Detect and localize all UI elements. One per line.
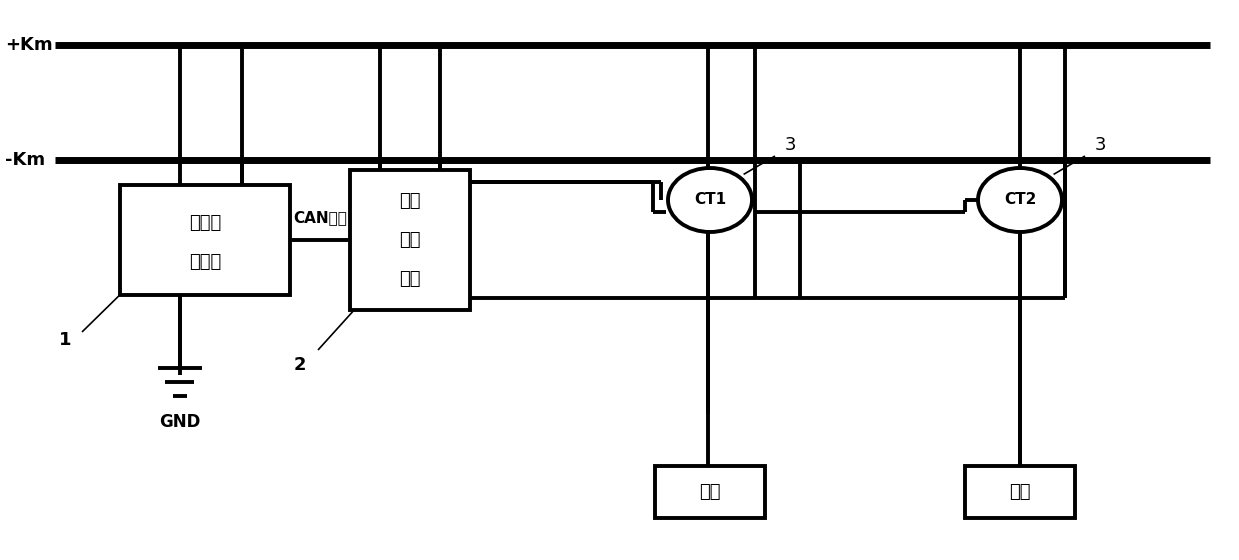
Text: 负载: 负载 bbox=[1010, 483, 1031, 501]
Text: CT1: CT1 bbox=[694, 193, 726, 208]
Text: 测设备: 测设备 bbox=[188, 253, 221, 271]
Ellipse shape bbox=[668, 168, 752, 232]
Text: CT2: CT2 bbox=[1004, 193, 1036, 208]
Bar bbox=[120, 185, 290, 295]
Ellipse shape bbox=[978, 168, 1062, 232]
Text: 2: 2 bbox=[294, 356, 306, 374]
Text: 负载: 负载 bbox=[699, 483, 721, 501]
Bar bbox=[655, 466, 764, 518]
Bar bbox=[965, 466, 1075, 518]
Text: +Km: +Km bbox=[5, 36, 52, 54]
Text: CAN总线: CAN总线 bbox=[294, 211, 347, 226]
Text: 监测: 监测 bbox=[399, 231, 421, 249]
Text: 3: 3 bbox=[1094, 136, 1105, 154]
Text: 设备: 设备 bbox=[399, 270, 421, 288]
Text: 1: 1 bbox=[58, 331, 72, 349]
Text: 绶缘监: 绶缘监 bbox=[188, 214, 221, 232]
Text: 3: 3 bbox=[784, 136, 795, 154]
Bar bbox=[349, 170, 470, 310]
Text: -Km: -Km bbox=[5, 151, 45, 169]
Text: GND: GND bbox=[159, 413, 201, 431]
Text: 模块: 模块 bbox=[399, 192, 421, 210]
